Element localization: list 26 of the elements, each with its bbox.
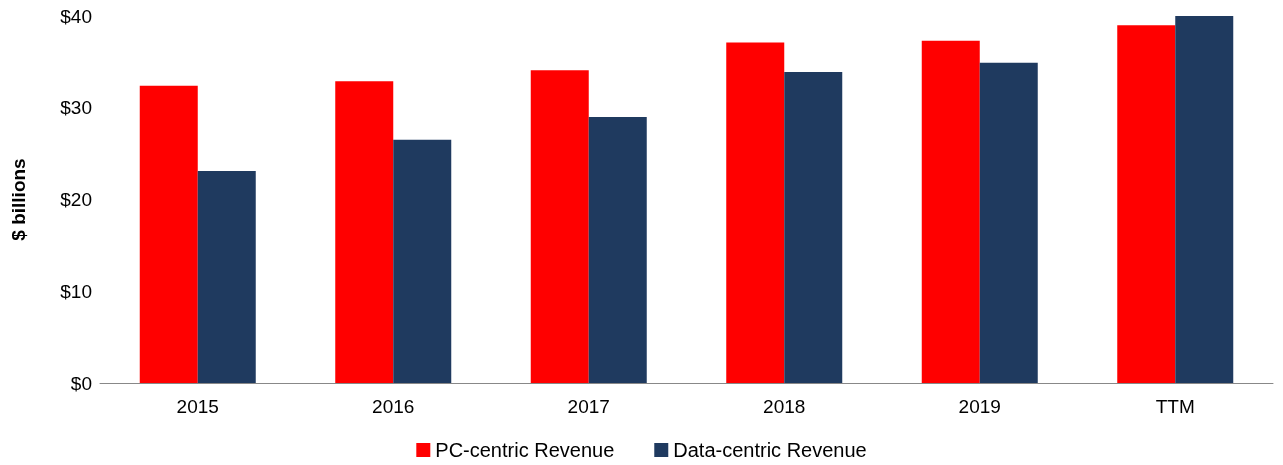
bar (588, 116, 647, 383)
bar (335, 81, 394, 383)
y-tick-label: $0 (70, 372, 92, 394)
bar (1175, 16, 1234, 383)
y-tick-label: $20 (60, 189, 92, 210)
y-tick-label: $10 (60, 280, 92, 302)
x-tick-label: 2017 (567, 396, 610, 417)
y-tick-label: $40 (60, 5, 92, 27)
bar (726, 42, 785, 383)
bar (1117, 25, 1176, 383)
bar (921, 40, 980, 383)
bar (139, 85, 198, 383)
x-tick-label: 2018 (763, 396, 806, 417)
x-tick-label: 2016 (372, 396, 415, 417)
legend-label: Data-centric Revenue (673, 439, 867, 461)
x-tick-label: 2015 (176, 396, 219, 417)
bar (197, 171, 256, 383)
y-axis-title: $ billions (8, 158, 29, 241)
x-tick-label: 2019 (958, 396, 1001, 417)
bar (784, 71, 843, 383)
x-tick-label: TTM (1155, 396, 1195, 417)
bar (393, 139, 452, 383)
bar (530, 70, 589, 383)
bar (979, 62, 1038, 383)
y-tick-label: $30 (60, 97, 92, 119)
legend-label: PC-centric Revenue (435, 439, 615, 461)
